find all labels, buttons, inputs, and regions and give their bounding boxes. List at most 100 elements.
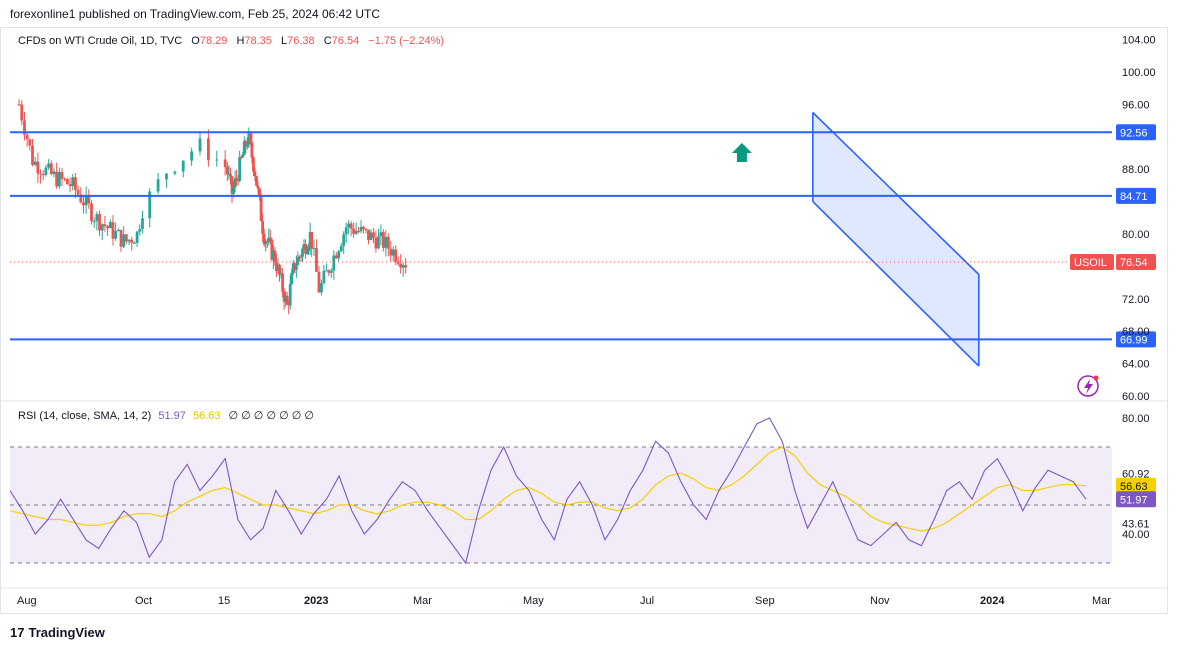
candle-body [247, 133, 251, 145]
rsi-axis-tick: 60.92 [1122, 468, 1150, 480]
rsi-title[interactable]: RSI (14, close, SMA, 14, 2) [18, 410, 152, 422]
candle-body [391, 249, 395, 256]
candle-body [242, 141, 246, 156]
candle-body [347, 223, 351, 228]
candle-body [339, 245, 343, 252]
candle-body [324, 270, 328, 272]
candle-body [282, 291, 286, 302]
candle-body [47, 163, 50, 168]
low-label: L [280, 35, 288, 47]
candle-body [284, 295, 288, 302]
candle-body [271, 250, 275, 260]
candle-body [256, 185, 260, 189]
candle-body [124, 234, 128, 242]
candle-body [305, 250, 309, 254]
candle-body [39, 173, 42, 175]
price-axis-tick: 104.00 [1122, 35, 1156, 47]
candle-body [352, 228, 356, 234]
level-price-tag [1116, 331, 1156, 348]
candle-body [317, 271, 321, 293]
candle-body [173, 171, 177, 174]
candle-body [276, 264, 280, 271]
candle-body [241, 155, 245, 158]
rsi-axis-tick: 43.61 [1122, 519, 1150, 531]
tradingview-footer[interactable]: 17 TradingView [10, 625, 105, 640]
time-axis-tick: Jul [640, 595, 654, 607]
time-axis-tick: Mar [413, 595, 432, 607]
time-axis-tick: 15 [218, 595, 230, 607]
candle-body [376, 236, 380, 249]
price-legend: CFDs on WTI Crude Oil, 1D, TVC O78.29 H7… [18, 35, 444, 47]
tradingview-logo-icon: 17 [10, 625, 25, 640]
candle-body [258, 188, 261, 197]
rsi-axis-tick: 40.00 [1122, 529, 1150, 541]
candle-body [44, 167, 48, 175]
price-axis-tick: 64.00 [1122, 359, 1150, 371]
symbol-title[interactable]: CFDs on WTI Crude Oil, 1D, TVC [18, 35, 183, 47]
candle-body [287, 304, 291, 306]
level-price-label: 92.56 [1120, 127, 1148, 139]
candle-body [291, 263, 295, 273]
candle-body [262, 233, 266, 245]
candle-body [401, 265, 405, 268]
rsi-axis-tick: 80.00 [1122, 413, 1150, 425]
candle-body [52, 171, 56, 174]
candle-body [394, 249, 398, 262]
candle-body [20, 104, 24, 121]
time-axis-tick: 2023 [304, 595, 328, 607]
symbol-tag-label: USOIL [1074, 257, 1107, 269]
time-axis-tick: Sep [755, 595, 775, 607]
candle-body [230, 176, 234, 194]
candle-body [270, 239, 274, 260]
candle-body [285, 295, 289, 305]
candle-body [344, 227, 348, 235]
candle-body [298, 256, 301, 258]
candle-body [369, 232, 373, 240]
candle-body [122, 234, 126, 247]
candle-body [98, 214, 101, 231]
time-axis-tick: Aug [17, 595, 37, 607]
rsi-line [9, 417, 1087, 565]
candle-body [372, 232, 375, 238]
rsi-value-tag-label: 51.97 [1120, 494, 1148, 506]
channel-upper-line[interactable] [812, 111, 980, 276]
candle-body [92, 221, 96, 223]
candle-body [68, 184, 72, 187]
tradingview-brand: TradingView [28, 625, 105, 640]
time-axis-tick: Oct [135, 595, 152, 607]
candle-body [396, 261, 400, 264]
candle-body [95, 214, 99, 222]
candle-body [239, 157, 243, 159]
alert-dot [1093, 375, 1099, 381]
time-axis-tick: 2024 [980, 595, 1005, 607]
candle-body [322, 270, 326, 284]
rsi-sma-line [9, 446, 1087, 532]
candle-body [181, 160, 185, 172]
rsi-legend: RSI (14, close, SMA, 14, 2) 51.97 56.63 … [18, 409, 314, 422]
candle-body [354, 230, 358, 234]
candle-body [288, 284, 292, 306]
candle-body [206, 138, 210, 161]
candle-body [71, 177, 75, 187]
candle-body [264, 241, 268, 245]
candle-body [84, 195, 88, 206]
arrow-up-icon[interactable] [731, 143, 752, 162]
candle-body [232, 187, 235, 194]
candle-body [79, 194, 83, 203]
candle-body [374, 237, 378, 249]
candle-body [141, 218, 144, 229]
candle-body [238, 157, 242, 181]
high-value: 78.35 [244, 35, 272, 47]
candle-body [315, 248, 318, 272]
publisher-line: forexonline1 published on TradingView.co… [10, 7, 381, 21]
low-value: 76.38 [287, 35, 315, 47]
candle-body [268, 237, 272, 240]
candle-body [320, 283, 323, 293]
candle-body [307, 246, 311, 251]
candle-body [281, 273, 284, 292]
candle-body [103, 224, 107, 227]
candle-body [357, 230, 360, 232]
candle-body [359, 226, 363, 232]
candle-body [349, 223, 353, 229]
